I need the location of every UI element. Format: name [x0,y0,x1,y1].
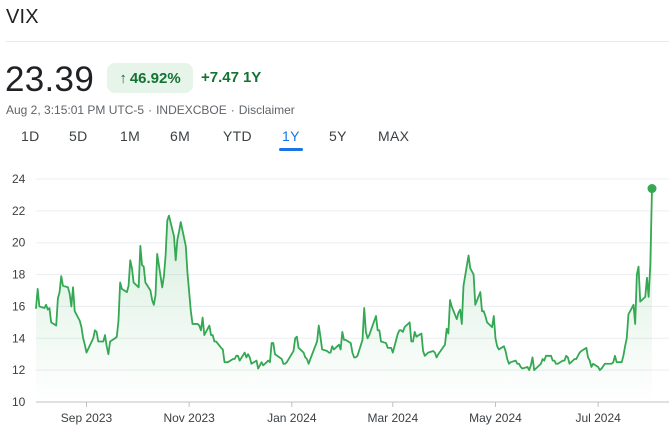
y-tick-label: 16 [12,299,26,313]
x-tick-label: Nov 2023 [163,411,215,425]
title-divider [6,41,669,42]
y-tick-label: 10 [12,395,26,409]
y-tick-label: 14 [12,331,26,345]
y-tick-label: 24 [12,172,26,186]
price-chart[interactable]: 24 22 20 18 16 14 12 10 Sep 2023 Nov 2023 Jan 202… [0,165,669,439]
x-tick-label: Jul 2024 [575,411,621,425]
x-tick-label: Mar 2024 [367,411,418,425]
y-tick-label: 18 [12,268,26,282]
active-tab-indicator [279,148,303,151]
tab-1y[interactable]: 1Y [279,128,303,151]
tab-max[interactable]: MAX [378,128,410,144]
tab-1d[interactable]: 1D [21,128,40,144]
disclaimer-link[interactable]: Disclaimer [238,103,295,117]
x-tick-label: Sep 2023 [61,411,113,425]
x-axis-labels: Sep 2023 Nov 2023 Jan 2024 Mar 2024 May 2024… [61,402,621,425]
last-price-marker [647,184,657,194]
x-tick-label: Jan 2024 [267,411,317,425]
meta-separator: · [148,103,153,117]
chart-series [35,184,657,402]
percent-change-badge: ↑ 46.92% [107,63,193,93]
index-title: VIX [6,6,39,28]
y-tick-label: 22 [12,204,26,218]
meta-separator: · [230,103,235,117]
y-tick-label: 20 [12,236,26,250]
tab-1y-label: 1Y [282,128,300,144]
y-tick-label: 12 [12,363,26,377]
tab-6m[interactable]: 6M [170,128,191,144]
quote-meta: Aug 2, 3:15:01 PM UTC-5 · INDEXCBOE · Discla… [6,103,295,117]
current-price: 23.39 [5,60,95,99]
x-tick-label: May 2024 [469,411,522,425]
tab-5d[interactable]: 5D [69,128,88,144]
tab-5y[interactable]: 5Y [329,128,347,144]
change-period-label: 1Y [242,69,262,86]
absolute-change-value: +7.47 [201,69,239,86]
arrow-up-icon: ↑ [119,69,127,87]
quote-timestamp: Aug 2, 3:15:01 PM UTC-5 [6,103,145,117]
tab-ytd[interactable]: YTD [223,128,252,144]
absolute-change: +7.47 1Y [201,69,261,86]
percent-change-value: 46.92% [129,69,181,87]
price-line [35,187,653,372]
y-axis-labels: 24 22 20 18 16 14 12 10 [12,172,26,409]
exchange-name: INDEXCBOE [156,103,227,117]
price-area-fill [36,188,652,402]
tab-1m[interactable]: 1M [120,128,141,144]
time-range-tabs: 1D 5D 1M 6M YTD 1Y 5Y MAX [0,128,669,152]
